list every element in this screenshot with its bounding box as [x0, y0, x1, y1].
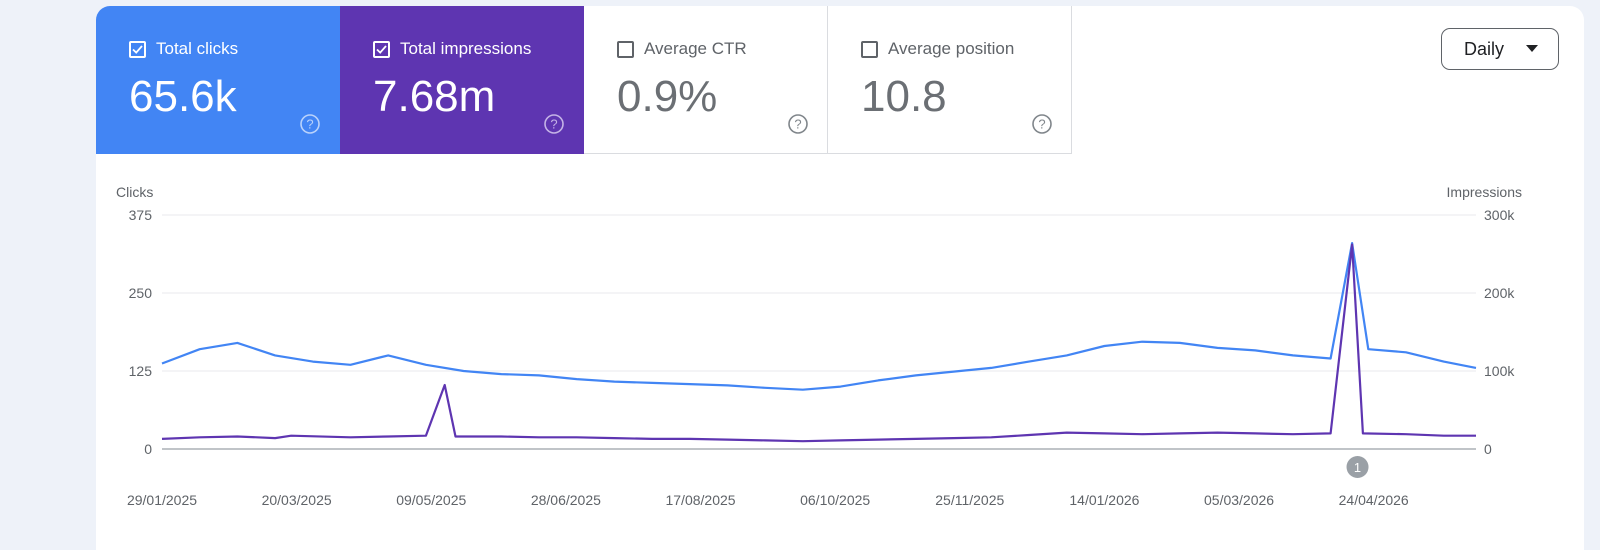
- metric-total-clicks[interactable]: Total clicks 65.6k ?: [96, 6, 340, 154]
- help-icon[interactable]: ?: [543, 113, 565, 135]
- granularity-label: Daily: [1464, 39, 1505, 59]
- x-tick-label: 28/06/2025: [531, 492, 601, 508]
- performance-chart: 0 125 250 375 0 100k 200k 300k Clicks Impressions…: [116, 184, 1522, 508]
- metric-total-impressions[interactable]: Total impressions 7.68m ?: [340, 6, 584, 154]
- y-left-tick-label: 125: [129, 363, 153, 379]
- metric-average-position[interactable]: Average position 10.8 ?: [828, 6, 1072, 154]
- y-left-tick-label: 375: [129, 207, 153, 223]
- help-icon[interactable]: ?: [299, 113, 321, 135]
- help-icon[interactable]: ?: [1031, 113, 1053, 135]
- x-tick-label: 20/03/2025: [262, 492, 332, 508]
- annotation-label: 1: [1354, 460, 1361, 475]
- metric-label: Total clicks: [156, 39, 239, 58]
- y-right-tick-label: 0: [1484, 441, 1492, 457]
- x-tick-label: 29/01/2025: [127, 492, 197, 508]
- checkbox-checked-icon[interactable]: [129, 41, 146, 58]
- metric-value: 7.68m: [373, 72, 496, 121]
- y-left-tick-label: 250: [129, 285, 153, 301]
- metric-tabs: Total clicks 65.6k ? Total impressions 7…: [96, 6, 1072, 154]
- y-left-axis-label: Clicks: [116, 184, 153, 200]
- svg-text:?: ?: [550, 117, 557, 132]
- help-icon[interactable]: ?: [787, 113, 809, 135]
- x-tick-label: 25/11/2025: [935, 492, 1004, 508]
- checkbox-unchecked-icon[interactable]: [617, 41, 634, 58]
- metric-label: Total impressions: [400, 39, 532, 58]
- x-tick-label: 06/10/2025: [800, 492, 870, 508]
- svg-text:?: ?: [306, 117, 313, 132]
- granularity-dropdown[interactable]: Daily: [1441, 28, 1559, 70]
- performance-card: Total clicks 65.6k ? Total impressions 7…: [96, 6, 1584, 550]
- svg-text:?: ?: [1038, 117, 1045, 132]
- x-tick-label: 05/03/2026: [1204, 492, 1274, 508]
- y-left-tick-label: 0: [144, 441, 152, 457]
- y-right-axis-label: Impressions: [1447, 184, 1522, 200]
- metric-average-ctr[interactable]: Average CTR 0.9% ?: [584, 6, 828, 154]
- metric-label: Average CTR: [644, 39, 747, 58]
- y-right-tick-label: 100k: [1484, 363, 1515, 379]
- checkbox-unchecked-icon[interactable]: [861, 41, 878, 58]
- x-tick-label: 14/01/2026: [1069, 492, 1139, 508]
- svg-text:?: ?: [794, 117, 801, 132]
- metric-value: 10.8: [861, 72, 947, 121]
- metric-value: 65.6k: [129, 72, 237, 121]
- metric-value: 0.9%: [617, 72, 718, 121]
- checkbox-checked-icon[interactable]: [373, 41, 390, 58]
- x-tick-label: 17/08/2025: [665, 492, 735, 508]
- y-right-tick-label: 300k: [1484, 207, 1515, 223]
- x-tick-label: 09/05/2025: [396, 492, 466, 508]
- metric-label: Average position: [888, 39, 1015, 58]
- series-line-impressions: [161, 243, 1476, 443]
- annotation-marker: [1346, 456, 1369, 478]
- caret-down-icon: [1526, 45, 1538, 52]
- x-tick-label: 24/04/2026: [1339, 492, 1409, 508]
- series-line-clicks: [161, 242, 1477, 391]
- y-right-tick-label: 200k: [1484, 285, 1515, 301]
